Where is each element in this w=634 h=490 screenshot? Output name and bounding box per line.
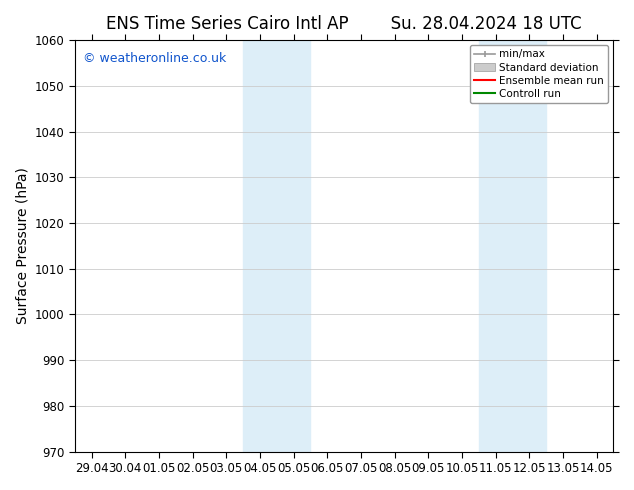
Text: © weatheronline.co.uk: © weatheronline.co.uk: [83, 52, 226, 66]
Y-axis label: Surface Pressure (hPa): Surface Pressure (hPa): [15, 168, 29, 324]
Bar: [479, 40, 546, 452]
Legend: min/max, Standard deviation, Ensemble mean run, Controll run: min/max, Standard deviation, Ensemble me…: [470, 45, 608, 103]
Bar: [243, 40, 311, 452]
Title: ENS Time Series Cairo Intl AP        Su. 28.04.2024 18 UTC: ENS Time Series Cairo Intl AP Su. 28.04.…: [107, 15, 582, 33]
